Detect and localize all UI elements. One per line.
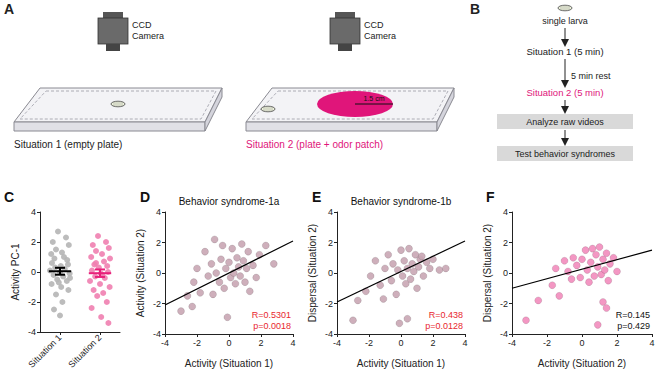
svg-text:4: 4: [31, 207, 36, 217]
svg-text:0: 0: [579, 338, 584, 348]
svg-text:Activity PC-1: Activity PC-1: [10, 243, 21, 301]
svg-text:2: 2: [614, 338, 619, 348]
svg-text:0: 0: [398, 338, 403, 348]
svg-text:-2: -2: [500, 299, 508, 309]
svg-text:1.5 cm: 1.5 cm: [363, 95, 384, 102]
svg-text:4: 4: [156, 207, 161, 217]
svg-text:4: 4: [328, 207, 333, 217]
svg-text:Analyze raw videos: Analyze raw videos: [526, 117, 604, 127]
svg-text:D: D: [140, 189, 150, 205]
svg-text:0: 0: [328, 268, 333, 278]
svg-text:single larva: single larva: [542, 16, 588, 26]
svg-text:4: 4: [649, 338, 654, 348]
svg-text:4: 4: [462, 338, 467, 348]
svg-text:Test behavior syndromes: Test behavior syndromes: [515, 149, 616, 159]
svg-text:Situation 1: Situation 1: [26, 332, 63, 369]
svg-text:-4: -4: [28, 327, 36, 337]
svg-text:-2: -2: [365, 338, 373, 348]
svg-text:CCD: CCD: [364, 20, 384, 30]
svg-text:A: A: [4, 1, 14, 17]
svg-text:-2: -2: [28, 297, 36, 307]
svg-text:Activity (Situation 1): Activity (Situation 1): [185, 358, 273, 369]
svg-text:Situation 1 (empty plate): Situation 1 (empty plate): [14, 139, 122, 150]
svg-text:0: 0: [31, 267, 36, 277]
svg-text:p=0.0018: p=0.0018: [253, 321, 291, 331]
svg-text:Behavior syndrome-1a: Behavior syndrome-1a: [179, 196, 280, 207]
svg-text:F: F: [486, 189, 495, 205]
svg-text:-4: -4: [153, 329, 161, 339]
svg-text:-2: -2: [193, 338, 201, 348]
svg-text:Activity (Situation 2): Activity (Situation 2): [135, 229, 146, 317]
svg-text:4: 4: [503, 207, 508, 217]
svg-text:B: B: [470, 1, 480, 17]
svg-text:4: 4: [290, 338, 295, 348]
svg-text:5 min rest: 5 min rest: [571, 71, 611, 81]
svg-text:Behavior syndrome-1b: Behavior syndrome-1b: [351, 196, 452, 207]
svg-text:Dispersal (Situation 2): Dispersal (Situation 2): [482, 224, 493, 322]
svg-text:-2: -2: [153, 299, 161, 309]
svg-text:2: 2: [503, 238, 508, 248]
svg-text:-2: -2: [325, 299, 333, 309]
svg-text:-2: -2: [543, 338, 551, 348]
svg-text:C: C: [4, 189, 14, 205]
svg-text:2: 2: [328, 238, 333, 248]
svg-text:R=0.5301: R=0.5301: [252, 310, 291, 320]
svg-text:-4: -4: [333, 338, 341, 348]
svg-text:R=0.145: R=0.145: [616, 310, 650, 320]
svg-text:-4: -4: [500, 329, 508, 339]
svg-text:Dispersal (Situation 2): Dispersal (Situation 2): [307, 224, 318, 322]
svg-text:Situation 2: Situation 2: [66, 332, 103, 369]
svg-text:Situation 2 (5 min): Situation 2 (5 min): [526, 87, 603, 98]
svg-text:Situation 1 (5 min): Situation 1 (5 min): [526, 46, 603, 57]
svg-text:Activity (Situation 2): Activity (Situation 2): [538, 358, 626, 369]
svg-text:R=0.438: R=0.438: [429, 310, 463, 320]
svg-text:E: E: [312, 189, 321, 205]
svg-text:p=0.0128: p=0.0128: [425, 321, 463, 331]
svg-text:-4: -4: [508, 338, 516, 348]
svg-text:CCD: CCD: [132, 20, 152, 30]
svg-text:2: 2: [258, 338, 263, 348]
svg-text:0: 0: [503, 268, 508, 278]
svg-text:0: 0: [156, 268, 161, 278]
svg-text:Situation 2 (plate + odor patc: Situation 2 (plate + odor patch): [246, 139, 383, 150]
svg-text:2: 2: [156, 238, 161, 248]
svg-text:-4: -4: [325, 329, 333, 339]
svg-text:Camera: Camera: [364, 31, 396, 41]
svg-text:2: 2: [31, 237, 36, 247]
svg-text:p=0.429: p=0.429: [617, 321, 650, 331]
svg-text:0: 0: [226, 338, 231, 348]
svg-text:-4: -4: [161, 338, 169, 348]
svg-text:Camera: Camera: [132, 31, 164, 41]
svg-text:2: 2: [430, 338, 435, 348]
svg-text:Activity (Situation 1): Activity (Situation 1): [357, 358, 445, 369]
